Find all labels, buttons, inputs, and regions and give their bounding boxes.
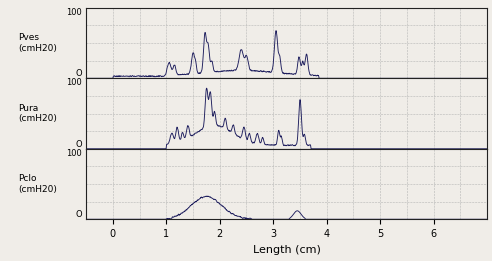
X-axis label: Length (cm): Length (cm) bbox=[253, 245, 320, 254]
Text: Pves
(cmH20): Pves (cmH20) bbox=[18, 33, 57, 53]
Text: Pclo
(cmH20): Pclo (cmH20) bbox=[18, 174, 57, 194]
Text: O: O bbox=[75, 210, 82, 219]
Text: Pura
(cmH20): Pura (cmH20) bbox=[18, 104, 57, 123]
Text: 100: 100 bbox=[66, 8, 82, 17]
Text: O: O bbox=[75, 69, 82, 78]
Text: O: O bbox=[75, 140, 82, 149]
Text: 100: 100 bbox=[66, 78, 82, 87]
Text: 100: 100 bbox=[66, 149, 82, 158]
